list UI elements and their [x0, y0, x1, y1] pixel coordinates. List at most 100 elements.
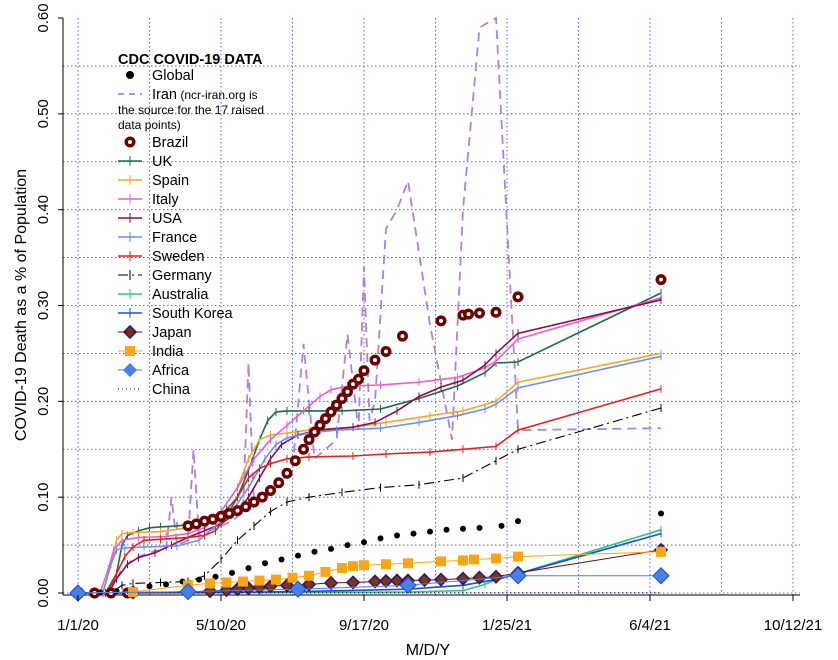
data-point-brazil-center — [227, 511, 232, 516]
data-point-brazil-center — [194, 522, 199, 526]
series-iran — [78, 16, 662, 594]
data-point-india — [254, 575, 265, 586]
series-line-sweden — [78, 388, 662, 594]
x-tick-label: 6/4/21 — [629, 617, 671, 634]
data-point-brazil-center — [293, 458, 298, 463]
data-point-india — [348, 561, 358, 572]
legend-item-china: China — [118, 382, 191, 398]
series-brazil — [72, 274, 667, 599]
data-point-india — [337, 563, 347, 574]
series-italy — [77, 293, 662, 597]
data-point-global — [146, 583, 153, 590]
data-point-brazil-center — [345, 389, 350, 394]
legend-item-brazil: Brazil — [124, 135, 188, 151]
data-point-japan — [455, 571, 471, 586]
data-point-india — [287, 572, 298, 583]
legend-label: Africa — [152, 363, 190, 379]
legend-item-africa: Africa — [118, 363, 190, 379]
data-point-india — [513, 551, 523, 562]
data-point-africa — [179, 582, 197, 601]
series-layer — [69, 16, 670, 602]
data-point-global — [443, 526, 450, 533]
legend-symbol — [126, 71, 134, 79]
data-point-africa — [289, 580, 307, 598]
x-tick-label: 5/10/20 — [196, 617, 246, 634]
series-sweden — [77, 384, 662, 597]
legend-item-india: India — [118, 344, 184, 360]
legend-label: France — [152, 230, 197, 246]
y-axis-title: COVID-19 Death as a % of Population — [13, 169, 30, 441]
data-point-global — [295, 552, 301, 559]
legend-note-line: data points) — [118, 118, 181, 132]
legend-label: UK — [152, 154, 172, 170]
legend-title: CDC COVID-19 DATA — [118, 52, 263, 68]
legend-item-italy: Italy — [118, 192, 179, 208]
data-point-brazil-center — [373, 358, 377, 363]
data-point-global — [212, 573, 219, 580]
legend-label: India — [152, 344, 184, 360]
y-tick-label: 0.00 — [35, 578, 52, 607]
data-point-global — [515, 518, 521, 525]
legend-item-global: Global — [126, 68, 194, 84]
data-point-brazil-center — [477, 311, 482, 316]
data-point-global — [344, 542, 351, 549]
data-point-brazil-center — [329, 409, 333, 414]
legend-label-note: (ncr-iran.org is — [177, 88, 258, 102]
x-tick-label: 1/1/20 — [57, 617, 99, 634]
data-point-brazil-center — [252, 499, 256, 504]
data-point-japan — [389, 573, 405, 588]
legend-label: Japan — [152, 325, 192, 341]
data-point-global — [427, 528, 433, 535]
data-point-india — [381, 559, 391, 570]
data-point-brazil-center — [439, 318, 443, 323]
data-point-brazil-center — [466, 312, 471, 317]
series-line-iran — [78, 16, 662, 594]
data-point-brazil-center — [285, 471, 289, 476]
series-line-india — [77, 551, 662, 594]
data-point-africa — [399, 576, 417, 595]
legend-symbol — [125, 346, 135, 356]
legend-label: China — [152, 382, 191, 398]
data-point-brazil-center — [318, 423, 322, 428]
series-germany — [77, 404, 662, 597]
data-point-japan — [378, 573, 394, 589]
data-point-global — [311, 548, 318, 555]
data-point-global — [394, 532, 400, 539]
data-point-brazil-center — [260, 495, 265, 500]
x-tick-label: 9/17/20 — [339, 617, 389, 634]
legend-label: South Korea — [152, 306, 234, 322]
data-point-brazil-center — [340, 396, 344, 401]
legend-label: Germany — [152, 268, 212, 284]
x-tick-label: 10/12/21 — [764, 617, 822, 634]
legend-item-south-korea: South Korea — [118, 306, 234, 322]
legend-item-australia: Australia — [118, 287, 209, 303]
data-point-brazil-center — [494, 310, 498, 315]
data-point-japan — [323, 575, 339, 591]
series-france — [77, 352, 662, 597]
data-point-global — [658, 510, 664, 517]
data-point-global — [328, 545, 334, 552]
data-point-global — [410, 530, 417, 537]
data-point-brazil-center — [268, 488, 273, 493]
data-point-brazil-center — [362, 368, 366, 373]
data-point-india — [221, 577, 232, 588]
data-point-global — [498, 522, 505, 529]
legend-symbol-center — [128, 140, 132, 144]
data-point-brazil-center — [301, 447, 306, 452]
data-point-brazil-center — [202, 519, 207, 524]
data-point-brazil-center — [186, 523, 190, 528]
data-point-africa — [509, 567, 527, 585]
data-point-global — [278, 556, 285, 563]
y-tick-label: 0.40 — [35, 195, 52, 224]
y-tick-label: 0.20 — [35, 387, 52, 416]
legend-item-usa: USA — [118, 211, 182, 227]
x-axis-title: M/D/Y — [406, 642, 451, 659]
y-tick-label: 0.10 — [35, 483, 52, 512]
legend-label: Italy — [152, 192, 179, 208]
data-point-india — [403, 558, 413, 569]
chart-grid — [63, 18, 800, 595]
y-tick-label: 0.60 — [35, 3, 52, 32]
series-global — [75, 510, 664, 596]
data-point-japan — [279, 578, 295, 593]
